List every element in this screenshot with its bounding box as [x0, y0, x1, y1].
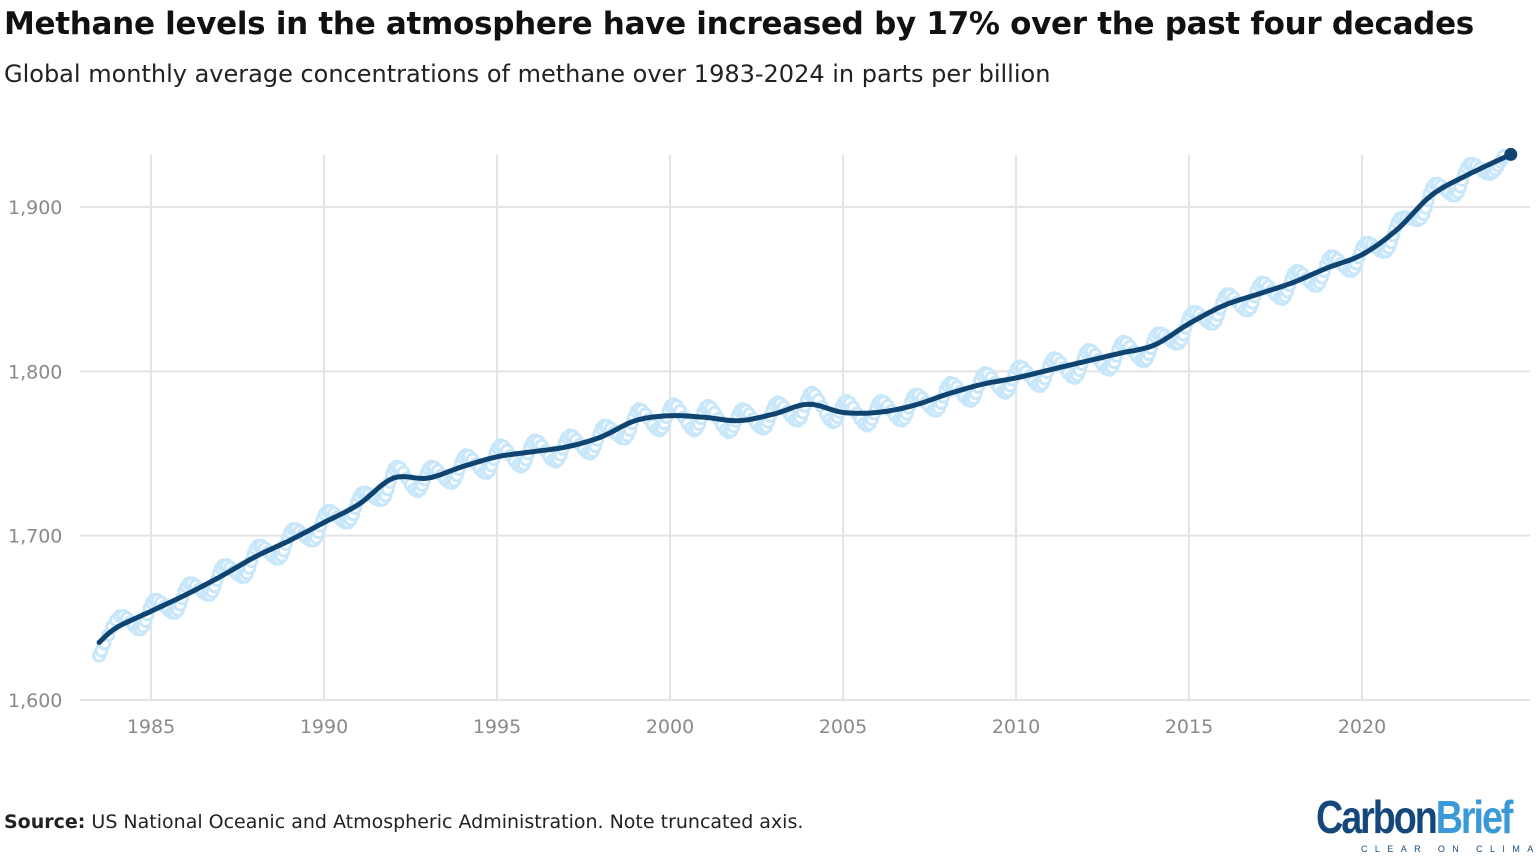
trend-endpoint: [1504, 147, 1518, 161]
x-tick-label: 2020: [1338, 716, 1386, 738]
logo-brief: Brief: [1435, 791, 1514, 843]
source-text: US National Oceanic and Atmospheric Admi…: [85, 811, 804, 833]
source-note: Source: US National Oceanic and Atmosphe…: [4, 811, 803, 833]
trend-line: [96, 151, 1514, 645]
trend-series: [96, 147, 1518, 645]
x-tick-label: 1985: [127, 716, 175, 738]
chart-subtitle: Global monthly average concentrations of…: [4, 60, 1051, 88]
source-label: Source:: [4, 811, 86, 833]
y-tick-label: 1,800: [8, 361, 62, 383]
x-tick-label: 2015: [1165, 716, 1213, 738]
y-tick-label: 1,900: [8, 197, 62, 219]
chart-title: Methane levels in the atmosphere have in…: [4, 6, 1474, 42]
carbon-brief-logo: CarbonBrief CLEAR ON CLIMATE: [1316, 792, 1536, 862]
x-tick-label: 1995: [473, 716, 521, 738]
y-tick-label: 1,700: [8, 526, 62, 548]
x-tick-label: 2000: [646, 716, 694, 738]
x-tick-label: 2005: [819, 716, 867, 738]
logo-carbon: Carbon: [1316, 791, 1438, 843]
logo-tagline: CLEAR ON CLIMATE: [1361, 844, 1536, 854]
gridlines: [80, 155, 1530, 701]
x-tick-label: 2010: [992, 716, 1040, 738]
y-axis: 1,600 1,700 1,800 1,900: [8, 197, 62, 712]
x-axis: 1985 1990 1995 2000 2005 2010 2015 2020: [127, 716, 1386, 738]
y-tick-label: 1,600: [8, 690, 62, 712]
x-tick-label: 1990: [300, 716, 348, 738]
